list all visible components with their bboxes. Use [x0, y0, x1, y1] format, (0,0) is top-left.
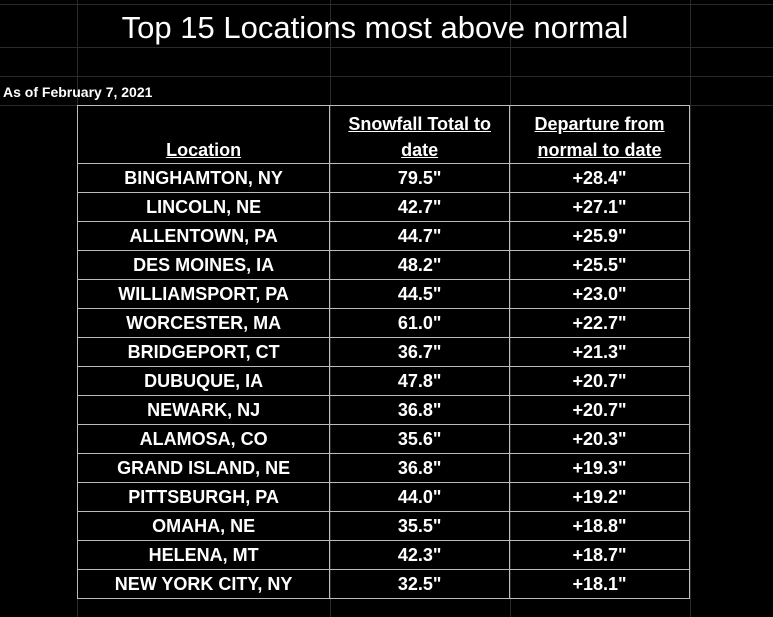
table-row: BINGHAMTON, NY 79.5" +28.4" — [76, 163, 690, 193]
table-cell: LINCOLN, NE — [76, 192, 331, 222]
table-cell: 42.3" — [329, 540, 511, 570]
table-cell: 48.2" — [329, 250, 511, 280]
table-cell: 36.7" — [329, 337, 511, 367]
table-cell: +28.4" — [509, 163, 690, 193]
table-cell: 42.7" — [329, 192, 511, 222]
table-cell: 61.0" — [329, 308, 511, 338]
table-row: NEWARK, NJ 36.8" +20.7" — [76, 395, 690, 425]
table-cell: +18.7" — [509, 540, 690, 570]
table-cell: NEWARK, NJ — [76, 395, 331, 425]
table-cell: +21.3" — [509, 337, 690, 367]
table-cell: +22.7" — [509, 308, 690, 338]
table-cell: 35.6" — [329, 424, 511, 454]
header-row: Location Snowfall Total to date Departur… — [76, 105, 690, 164]
table-cell: 44.0" — [329, 482, 511, 512]
table-cell: +19.3" — [509, 453, 690, 483]
table-cell: DUBUQUE, IA — [76, 366, 331, 396]
table-row: ALLENTOWN, PA 44.7" +25.9" — [76, 221, 690, 251]
table-cell: 44.5" — [329, 279, 511, 309]
table-cell: NEW YORK CITY, NY — [76, 569, 331, 599]
table-cell: +23.0" — [509, 279, 690, 309]
table-row: WILLIAMSPORT, PA 44.5" +23.0" — [76, 279, 690, 309]
table-cell: ALLENTOWN, PA — [76, 221, 331, 251]
table-row: DUBUQUE, IA 47.8" +20.7" — [76, 366, 690, 396]
table-cell: 32.5" — [329, 569, 511, 599]
table-cell: BINGHAMTON, NY — [76, 163, 331, 193]
table-cell: 79.5" — [329, 163, 511, 193]
table-cell: DES MOINES, IA — [76, 250, 331, 280]
table-cell: HELENA, MT — [76, 540, 331, 570]
table-row: LINCOLN, NE 42.7" +27.1" — [76, 192, 690, 222]
table-row: ALAMOSA, CO 35.6" +20.3" — [76, 424, 690, 454]
title: Top 15 Locations most above normal — [121, 10, 629, 45]
subtitle: As of February 7, 2021 — [3, 84, 153, 100]
table-cell: ALAMOSA, CO — [76, 424, 331, 454]
header-cell: Location — [76, 105, 331, 164]
table-cell: +20.3" — [509, 424, 690, 454]
table-cell: +20.7" — [509, 395, 690, 425]
header-cell: Departure from normal to date — [509, 105, 690, 164]
table-row: HELENA, MT 42.3" +18.7" — [76, 540, 690, 570]
table-cell: 36.8" — [329, 453, 511, 483]
table-cell: +19.2" — [509, 482, 690, 512]
table-cell: OMAHA, NE — [76, 511, 331, 541]
grid-line — [0, 76, 773, 77]
table-cell: +20.7" — [509, 366, 690, 396]
data-table: Location Snowfall Total to date Departur… — [76, 105, 690, 599]
table-cell: +18.8" — [509, 511, 690, 541]
table-cell: WILLIAMSPORT, PA — [76, 279, 331, 309]
table-row: GRAND ISLAND, NE 36.8" +19.3" — [76, 453, 690, 483]
table-cell: 36.8" — [329, 395, 511, 425]
table-cell: +25.5" — [509, 250, 690, 280]
table-row: BRIDGEPORT, CT 36.7" +21.3" — [76, 337, 690, 367]
grid-line — [0, 4, 773, 5]
header-cell: Snowfall Total to date — [329, 105, 511, 164]
table-cell: +27.1" — [509, 192, 690, 222]
table-cell: GRAND ISLAND, NE — [76, 453, 331, 483]
table-cell: 35.5" — [329, 511, 511, 541]
table-cell: +18.1" — [509, 569, 690, 599]
table-cell: WORCESTER, MA — [76, 308, 331, 338]
table-row: PITTSBURGH, PA 44.0" +19.2" — [76, 482, 690, 512]
table-cell: 44.7" — [329, 221, 511, 251]
table-row: NEW YORK CITY, NY 32.5" +18.1" — [76, 569, 690, 599]
table-row: DES MOINES, IA 48.2" +25.5" — [76, 250, 690, 280]
table-row: OMAHA, NE 35.5" +18.8" — [76, 511, 690, 541]
table-cell: BRIDGEPORT, CT — [76, 337, 331, 367]
table-cell: 47.8" — [329, 366, 511, 396]
table-cell: +25.9" — [509, 221, 690, 251]
grid-line — [690, 0, 691, 617]
table-cell: PITTSBURGH, PA — [76, 482, 331, 512]
grid-line — [0, 47, 773, 48]
table-row: WORCESTER, MA 61.0" +22.7" — [76, 308, 690, 338]
